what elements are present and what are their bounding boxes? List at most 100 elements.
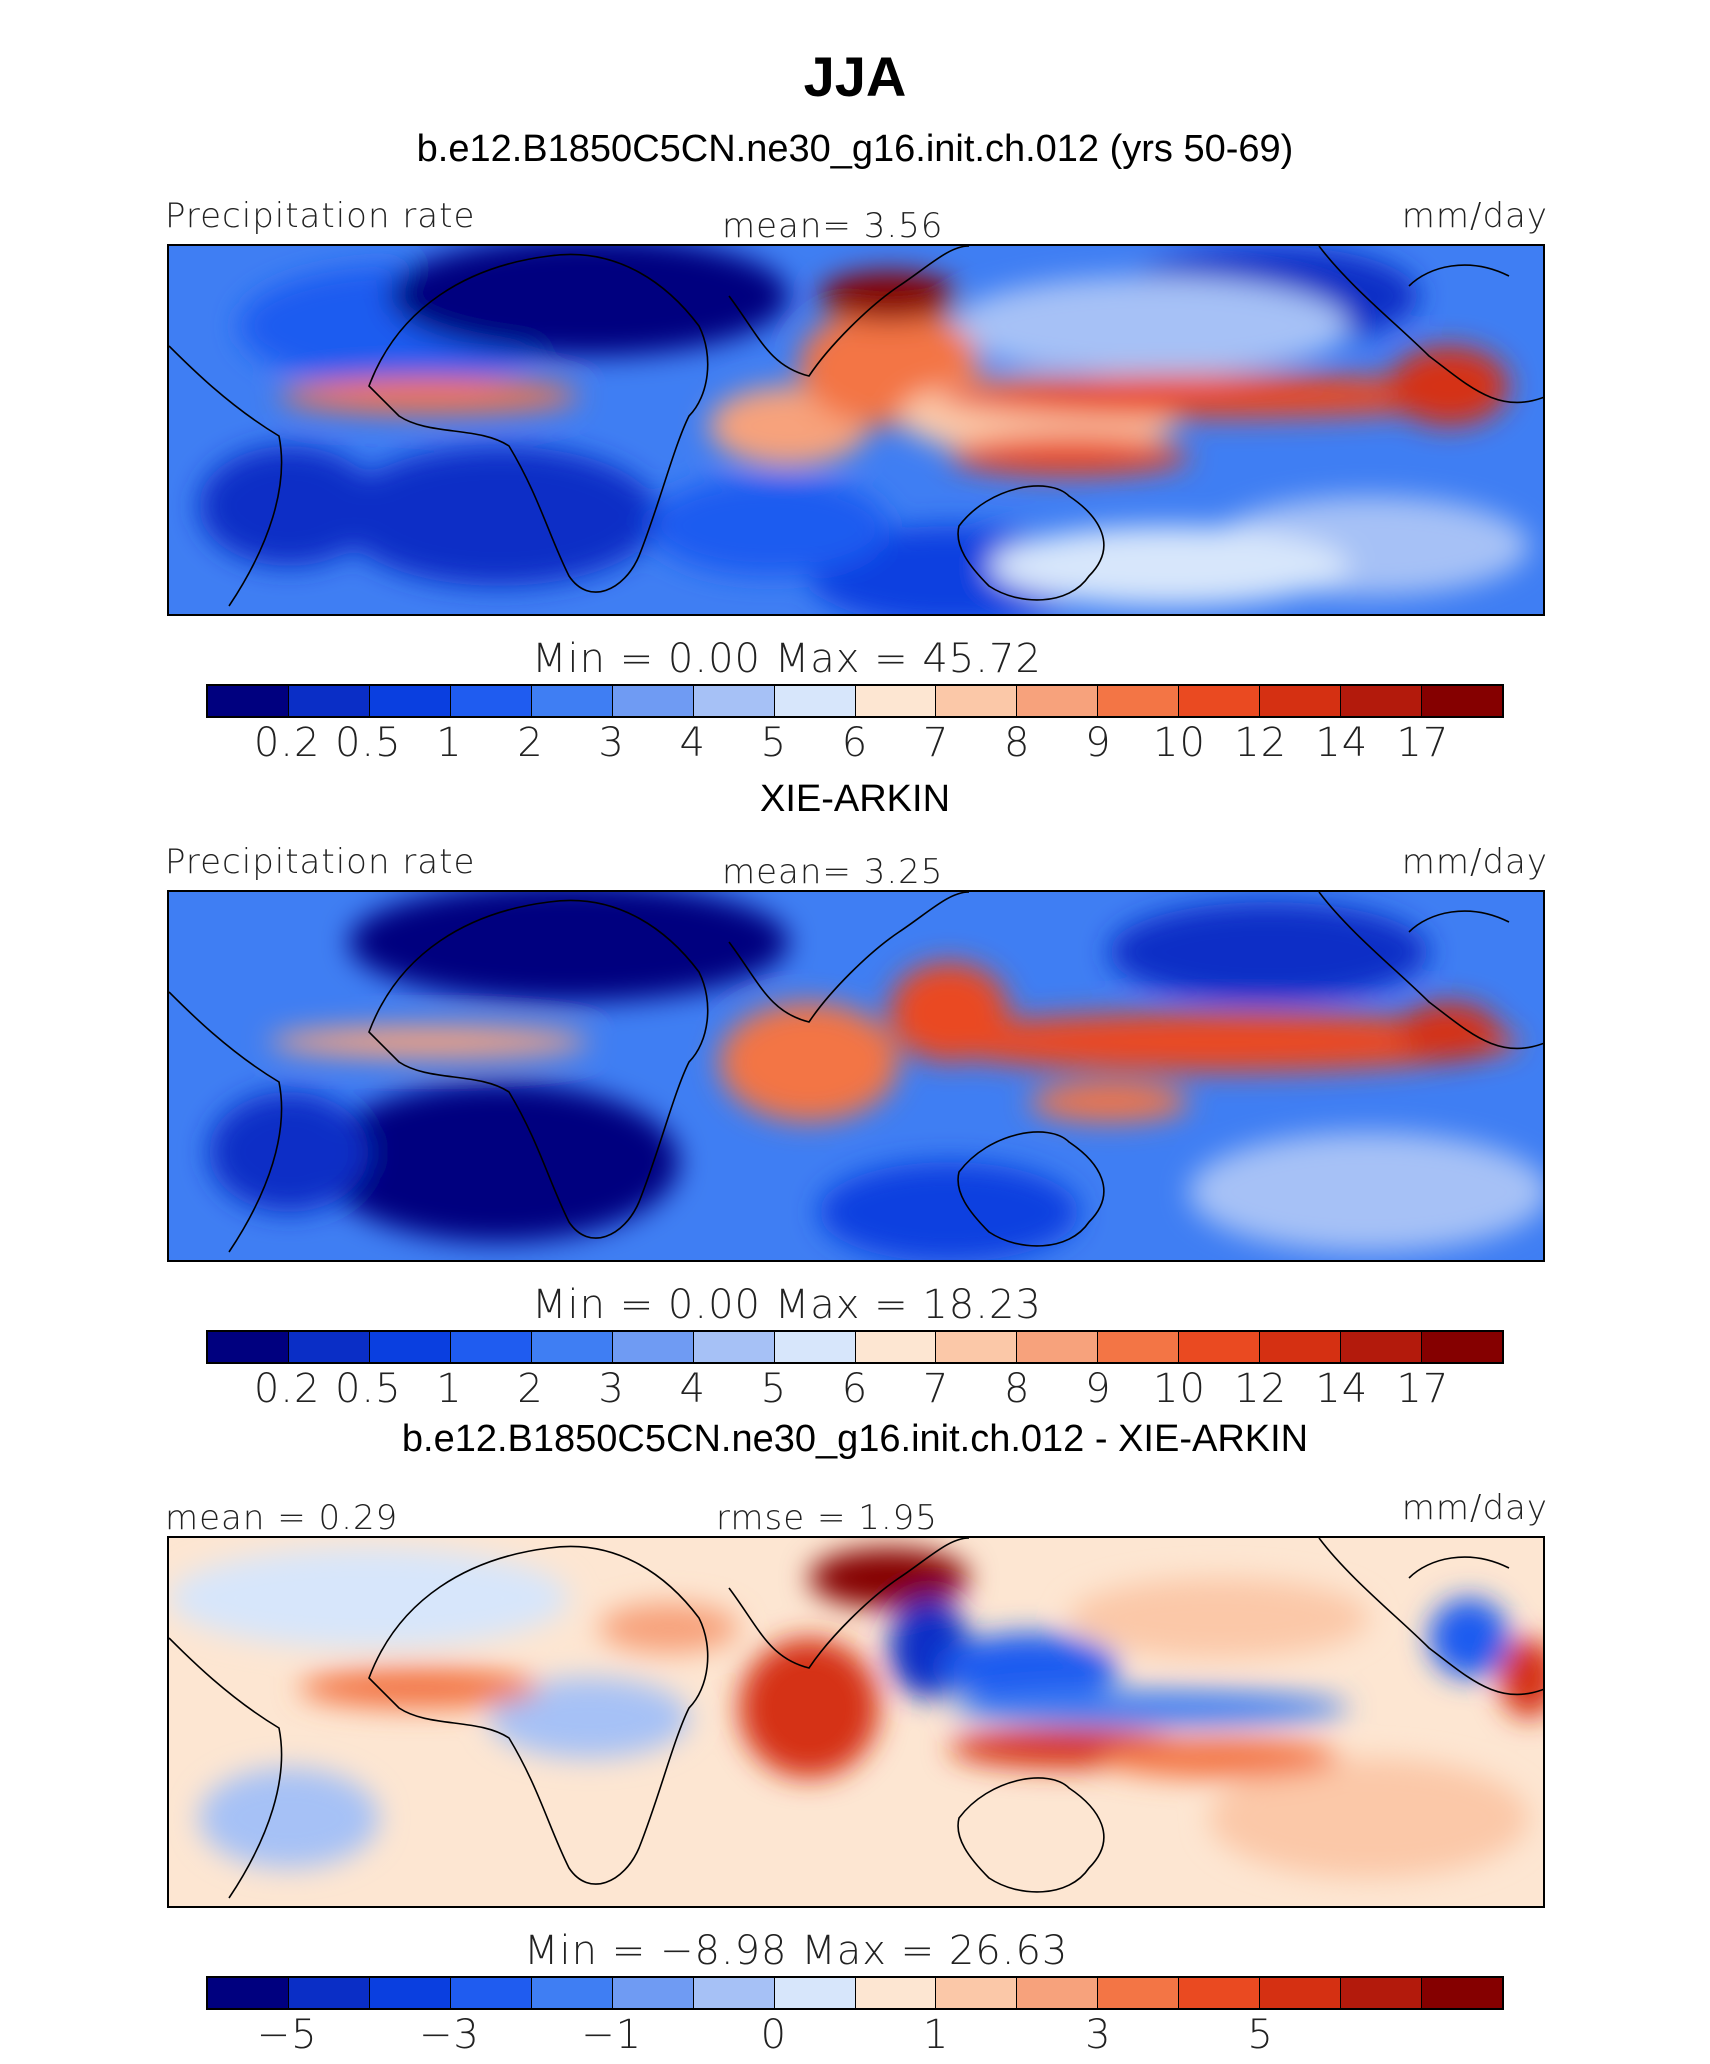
colorbar-swatch	[774, 1978, 856, 2008]
colorbar-swatch	[1260, 1332, 1342, 1362]
panel-2-stats: Min = 0.00 Max = 18.23	[532, 1282, 1042, 1328]
colorbar-swatch	[1017, 686, 1099, 716]
panel-2-units: mm/day	[1401, 842, 1548, 882]
colorbar-swatch	[1422, 686, 1502, 716]
colorbar-tick-label: 1	[922, 2012, 950, 2058]
panel-3-rmse-label: rmse = 1.95	[716, 1498, 938, 1538]
panel-3-units: mm/day	[1401, 1488, 1548, 1528]
colorbar-tick-label: 0.5	[334, 720, 402, 766]
colorbar-tick-label: 2	[517, 720, 544, 766]
panel-3-stats: Min = −8.98 Max = 26.63	[524, 1928, 1069, 1974]
colorbar-swatch	[288, 1332, 370, 1362]
colorbar-tick-label: 4	[679, 1366, 706, 1412]
colorbar-tick-label: 10	[1153, 720, 1206, 766]
colorbar-swatch	[936, 686, 1018, 716]
colorbar-tick-label: 9	[1085, 720, 1112, 766]
colorbar-swatch	[1341, 686, 1423, 716]
panel-1-variable-label: Precipitation rate	[165, 196, 476, 236]
colorbar-swatch	[208, 1332, 289, 1362]
colorbar-tick-label: 7	[922, 1366, 950, 1412]
panel-2-map	[167, 890, 1545, 1262]
colorbar-swatch	[208, 1978, 289, 2008]
colorbar-tick-label: 3	[1085, 2012, 1112, 2058]
colorbar-swatch	[693, 1332, 775, 1362]
colorbar-swatch	[1017, 1978, 1099, 2008]
colorbar-tick-label: 12	[1234, 1366, 1288, 1412]
panel-1-map	[167, 244, 1545, 616]
panel-3-map	[167, 1536, 1545, 1908]
colorbar-tick-label: 1	[436, 1366, 463, 1412]
colorbar-tick-label: 0.5	[334, 1366, 402, 1412]
panel-1-colorbar	[206, 684, 1504, 718]
colorbar-swatch	[1422, 1332, 1502, 1362]
colorbar-swatch	[369, 1332, 451, 1362]
colorbar-tick-label: 7	[922, 720, 950, 766]
colorbar-swatch	[855, 1978, 937, 2008]
colorbar-swatch	[774, 686, 856, 716]
colorbar-swatch	[693, 686, 775, 716]
colorbar-tick-label: −5	[256, 2012, 318, 2058]
colorbar-swatch	[369, 686, 451, 716]
colorbar-tick-label: 14	[1315, 720, 1369, 766]
colorbar-swatch	[531, 1332, 613, 1362]
colorbar-swatch	[1179, 1978, 1261, 2008]
colorbar-tick-label: 17	[1396, 1366, 1450, 1412]
colorbar-swatch	[450, 1978, 532, 2008]
colorbar-swatch	[288, 686, 370, 716]
colorbar-swatch	[855, 1332, 937, 1362]
colorbar-tick-label: 10	[1153, 1366, 1206, 1412]
colorbar-swatch	[1341, 1332, 1423, 1362]
colorbar-swatch	[1098, 1978, 1180, 2008]
colorbar-tick-label: 12	[1234, 720, 1288, 766]
colorbar-swatch	[1098, 1332, 1180, 1362]
panel-2-title: XIE-ARKIN	[759, 778, 951, 820]
colorbar-swatch	[693, 1978, 775, 2008]
colorbar-swatch	[531, 686, 613, 716]
colorbar-swatch	[612, 1978, 694, 2008]
panel-2-mean-label: mean= 3.25	[722, 852, 944, 892]
colorbar-tick-label: 5	[760, 720, 788, 766]
panel-1-mean-label: mean= 3.56	[722, 206, 944, 246]
colorbar-swatch	[450, 1332, 532, 1362]
colorbar-tick-label: 3	[598, 720, 625, 766]
colorbar-swatch	[774, 1332, 856, 1362]
colorbar-swatch	[288, 1978, 370, 2008]
colorbar-swatch	[1260, 1978, 1342, 2008]
colorbar-swatch	[1017, 1332, 1099, 1362]
colorbar-tick-label: 6	[841, 720, 869, 766]
panel-3-colorbar	[206, 1976, 1504, 2010]
colorbar-tick-label: 0	[760, 2012, 788, 2058]
colorbar-tick-label: −3	[418, 2012, 480, 2058]
panel-2-colorbar	[206, 1330, 1504, 1364]
figure-title: JJA	[803, 45, 907, 108]
colorbar-swatch	[531, 1978, 613, 2008]
colorbar-swatch	[612, 686, 694, 716]
colorbar-tick-label: 6	[841, 1366, 869, 1412]
colorbar-tick-label: 0.2	[253, 1366, 321, 1412]
colorbar-tick-label: 8	[1004, 1366, 1031, 1412]
colorbar-swatch	[1179, 1332, 1261, 1362]
colorbar-tick-label: 17	[1396, 720, 1450, 766]
colorbar-swatch	[1260, 686, 1342, 716]
panel-1-title: b.e12.B1850C5CN.ne30_g16.init.ch.012 (yr…	[416, 128, 1294, 170]
colorbar-swatch	[1422, 1978, 1502, 2008]
colorbar-swatch	[1179, 686, 1261, 716]
colorbar-tick-label: 3	[598, 1366, 625, 1412]
colorbar-tick-label: 8	[1004, 720, 1031, 766]
colorbar-tick-label: 9	[1085, 1366, 1112, 1412]
colorbar-swatch	[936, 1978, 1018, 2008]
colorbar-tick-label: 5	[760, 1366, 788, 1412]
colorbar-swatch	[369, 1978, 451, 2008]
colorbar-tick-label: 14	[1315, 1366, 1369, 1412]
panel-3-title: b.e12.B1850C5CN.ne30_g16.init.ch.012 - X…	[401, 1418, 1309, 1460]
colorbar-swatch	[450, 686, 532, 716]
colorbar-tick-label: 2	[517, 1366, 544, 1412]
colorbar-swatch	[936, 1332, 1018, 1362]
panel-1-units: mm/day	[1401, 196, 1548, 236]
colorbar-swatch	[612, 1332, 694, 1362]
colorbar-tick-label: 4	[679, 720, 706, 766]
colorbar-tick-label: 5	[1247, 2012, 1274, 2058]
colorbar-tick-label: 0.2	[253, 720, 321, 766]
colorbar-swatch	[1341, 1978, 1423, 2008]
colorbar-swatch	[1098, 686, 1180, 716]
